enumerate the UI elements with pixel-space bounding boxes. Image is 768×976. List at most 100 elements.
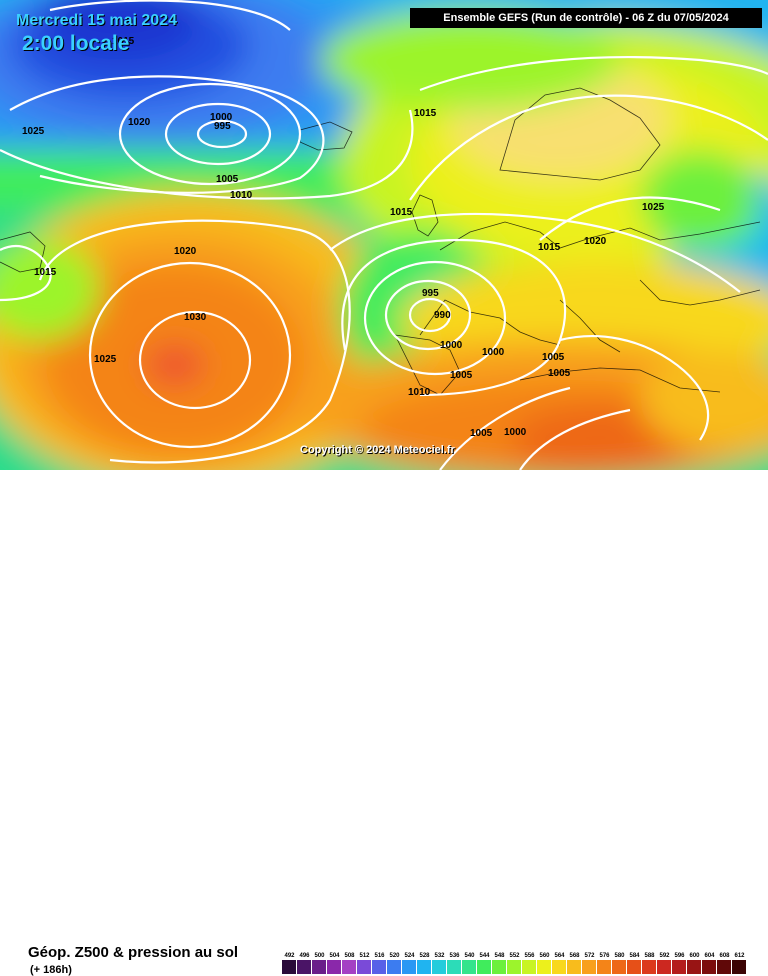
legend-swatch xyxy=(372,960,386,974)
legend-swatch xyxy=(732,960,746,974)
legend-swatch xyxy=(597,960,611,974)
legend-swatch xyxy=(702,960,716,974)
isobar-label: 1005 xyxy=(216,174,239,185)
legend-swatch xyxy=(417,960,431,974)
legend-value: 524 xyxy=(404,953,415,959)
field-title: Géop. Z500 & pression au sol xyxy=(28,944,239,961)
legend-swatch xyxy=(342,960,356,974)
isobar-label: 1005 xyxy=(450,370,473,381)
legend-swatch xyxy=(687,960,701,974)
legend-swatch xyxy=(402,960,416,974)
legend-swatch xyxy=(582,960,596,974)
legend-swatch xyxy=(432,960,446,974)
legend-swatch xyxy=(612,960,626,974)
legend-value: 500 xyxy=(314,953,325,959)
copyright: Copyright © 2024 Meteociel.fr xyxy=(300,444,455,456)
run-info: Ensemble GEFS (Run de contrôle) - 06 Z d… xyxy=(410,8,762,28)
isobars xyxy=(0,0,768,470)
legend-value: 572 xyxy=(584,953,595,959)
legend-value: 608 xyxy=(719,953,730,959)
legend-swatch xyxy=(387,960,401,974)
isobar-label: 1000 xyxy=(504,427,527,438)
isobar-label: 1015 xyxy=(414,108,437,119)
isobar-label: 1020 xyxy=(584,236,607,247)
legend-swatch xyxy=(657,960,671,974)
legend-swatch xyxy=(537,960,551,974)
legend-swatch xyxy=(282,960,296,974)
legend-value: 536 xyxy=(449,953,460,959)
legend-swatch xyxy=(312,960,326,974)
legend-value: 556 xyxy=(524,953,535,959)
legend-swatch xyxy=(297,960,311,974)
legend-value: 596 xyxy=(674,953,685,959)
footer: Géop. Z500 & pression au sol (+ 186h) 49… xyxy=(0,470,768,976)
legend-swatch xyxy=(357,960,371,974)
isobar-label: 1000 xyxy=(440,340,463,351)
legend-value: 584 xyxy=(629,953,640,959)
legend-value: 564 xyxy=(554,953,565,959)
coastlines xyxy=(0,87,761,396)
isobar-label: 1000 xyxy=(210,112,233,123)
legend-swatch xyxy=(447,960,461,974)
legend-value: 532 xyxy=(434,953,445,959)
isobar-label: 1020 xyxy=(174,246,197,257)
legend-value: 544 xyxy=(479,953,490,959)
isobar-label: 995 xyxy=(422,288,439,299)
isobar-label: 1010 xyxy=(230,190,253,201)
legend-value: 492 xyxy=(284,953,295,959)
legend-value: 520 xyxy=(389,953,400,959)
legend-swatch xyxy=(477,960,491,974)
legend-value: 504 xyxy=(329,953,340,959)
legend-swatch xyxy=(462,960,476,974)
map-canvas: 1025 1020 1000 995 1015 1005 1010 1015 1… xyxy=(0,0,768,470)
legend-swatch xyxy=(507,960,521,974)
legend-value: 560 xyxy=(539,953,550,959)
legend-value: 580 xyxy=(614,953,625,959)
legend-value: 548 xyxy=(494,953,505,959)
isobar-labels: 1025 1020 1000 995 1015 1005 1010 1015 1… xyxy=(22,36,665,439)
legend-swatch xyxy=(567,960,581,974)
legend-swatch xyxy=(327,960,341,974)
legend-swatch xyxy=(717,960,731,974)
legend-value: 600 xyxy=(689,953,700,959)
legend-swatch xyxy=(492,960,506,974)
legend-value: 604 xyxy=(704,953,715,959)
legend-value: 568 xyxy=(569,953,580,959)
isobar-label: 1025 xyxy=(22,126,45,137)
legend-value: 516 xyxy=(374,953,385,959)
legend-value: 512 xyxy=(359,953,370,959)
legend-swatch xyxy=(672,960,686,974)
isobar-label: 1015 xyxy=(538,242,561,253)
isobar-label: 1030 xyxy=(184,312,207,323)
legend-swatch xyxy=(627,960,641,974)
legend-value: 588 xyxy=(644,953,655,959)
weather-map: 1025 1020 1000 995 1015 1005 1010 1015 1… xyxy=(0,0,768,470)
legend-value: 552 xyxy=(509,953,520,959)
geopotential-field xyxy=(0,0,768,470)
legend-value: 592 xyxy=(659,953,670,959)
isobar-label: 1015 xyxy=(112,36,135,47)
legend-swatch xyxy=(642,960,656,974)
legend-value: 576 xyxy=(599,953,610,959)
legend-swatch xyxy=(552,960,566,974)
isobar-label: 1025 xyxy=(94,354,117,365)
legend-value: 496 xyxy=(299,953,310,959)
isobar-label: 990 xyxy=(434,310,451,321)
isobar-label: 995 xyxy=(214,121,231,132)
isobar-label: 1015 xyxy=(34,267,57,278)
color-scale-legend: 492 496 500 504 508 512 516 520 524 528 532 536 540 5… xyxy=(282,953,746,974)
legend-swatch xyxy=(522,960,536,974)
forecast-date: Mercredi 15 mai 2024 xyxy=(16,12,177,29)
legend-value: 540 xyxy=(464,953,475,959)
isobar-label: 1005 xyxy=(542,352,565,363)
isobar-label: 1000 xyxy=(482,347,505,358)
isobar-label: 1005 xyxy=(548,368,571,379)
legend-value: 508 xyxy=(344,953,355,959)
isobar-label: 1015 xyxy=(390,207,413,218)
isobar-label: 1010 xyxy=(408,387,431,398)
lead-time: (+ 186h) xyxy=(30,964,72,976)
legend-value: 528 xyxy=(419,953,430,959)
legend-value: 612 xyxy=(734,953,745,959)
forecast-time: 2:00 locale xyxy=(22,32,130,55)
isobar-label: 1025 xyxy=(642,202,665,213)
